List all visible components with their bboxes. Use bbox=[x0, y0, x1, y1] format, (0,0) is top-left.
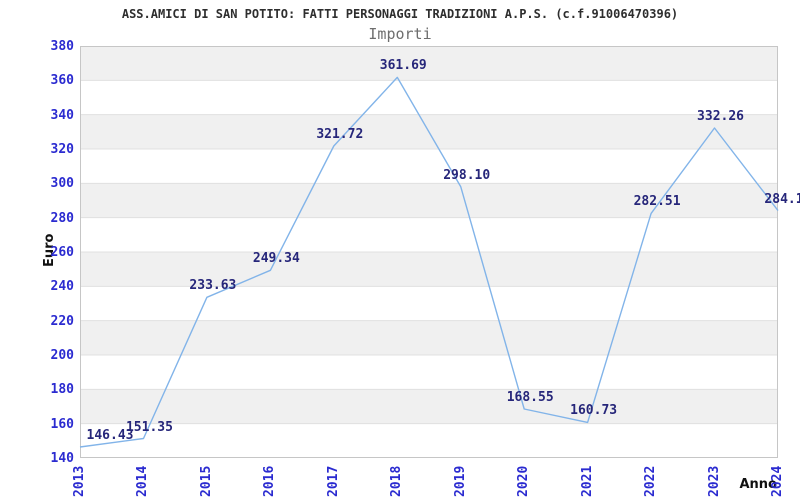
plot-band bbox=[80, 217, 778, 252]
y-tick-label: 220 bbox=[50, 313, 74, 329]
x-tick-label: 2020 bbox=[516, 465, 532, 497]
chart-subtitle: Importi bbox=[368, 25, 432, 43]
point-value-label: 282.51 bbox=[633, 194, 681, 210]
point-value-label: 160.73 bbox=[570, 403, 618, 419]
chart-title: ASS.AMICI DI SAN POTITO: FATTI PERSONAGG… bbox=[121, 7, 679, 21]
x-tick-label: 2024 bbox=[770, 465, 785, 497]
plot-band bbox=[80, 252, 778, 287]
x-tick-label: 2017 bbox=[325, 465, 341, 497]
x-tick-label: 2016 bbox=[262, 465, 278, 497]
point-value-label: 168.55 bbox=[506, 389, 554, 405]
y-tick-label: 380 bbox=[50, 39, 74, 54]
plot-border bbox=[80, 46, 778, 458]
plot-band bbox=[80, 389, 778, 424]
x-tick-label: 2022 bbox=[643, 465, 659, 497]
plot-band bbox=[80, 355, 778, 390]
y-tick-label: 240 bbox=[50, 279, 74, 295]
y-tick-label: 200 bbox=[50, 348, 74, 363]
point-value-label: 233.63 bbox=[189, 278, 237, 294]
x-tick-label: 2018 bbox=[389, 465, 405, 497]
data-line bbox=[79, 76, 779, 448]
y-tick-label: 300 bbox=[50, 176, 74, 192]
y-tick-label: 340 bbox=[50, 107, 74, 123]
plot-band bbox=[80, 183, 778, 218]
point-value-label: 361.69 bbox=[379, 58, 427, 74]
point-value-label: 151.35 bbox=[125, 419, 173, 435]
y-tick-label: 360 bbox=[50, 73, 74, 89]
x-tick-label: 2021 bbox=[579, 465, 595, 497]
plot-band bbox=[80, 46, 778, 81]
y-tick-label: 320 bbox=[50, 142, 74, 157]
x-tick-label: 2023 bbox=[706, 465, 722, 497]
x-tick-label: 2014 bbox=[135, 465, 151, 497]
plot-band bbox=[80, 149, 778, 184]
y-tick-label: 180 bbox=[50, 382, 74, 398]
y-tick-label: 140 bbox=[50, 451, 74, 466]
y-tick-label: 280 bbox=[50, 210, 74, 226]
point-value-label: 249.34 bbox=[252, 251, 300, 267]
point-value-label: 332.26 bbox=[697, 108, 745, 124]
point-value-label: 146.43 bbox=[86, 427, 134, 443]
plot-band bbox=[80, 286, 778, 321]
point-value-label: 298.10 bbox=[443, 167, 491, 183]
plot-band bbox=[80, 423, 778, 458]
x-tick-label: 2013 bbox=[72, 465, 87, 497]
x-axis-title: Anno bbox=[739, 477, 777, 492]
plot-band bbox=[80, 320, 778, 355]
x-tick-label: 2019 bbox=[452, 465, 468, 497]
point-value-label: 284.1 bbox=[764, 191, 800, 207]
plot-band bbox=[80, 80, 778, 115]
y-tick-label: 160 bbox=[50, 416, 74, 432]
y-tick-label: 260 bbox=[50, 245, 74, 260]
point-value-label: 321.72 bbox=[316, 127, 364, 143]
x-tick-label: 2015 bbox=[198, 465, 214, 497]
